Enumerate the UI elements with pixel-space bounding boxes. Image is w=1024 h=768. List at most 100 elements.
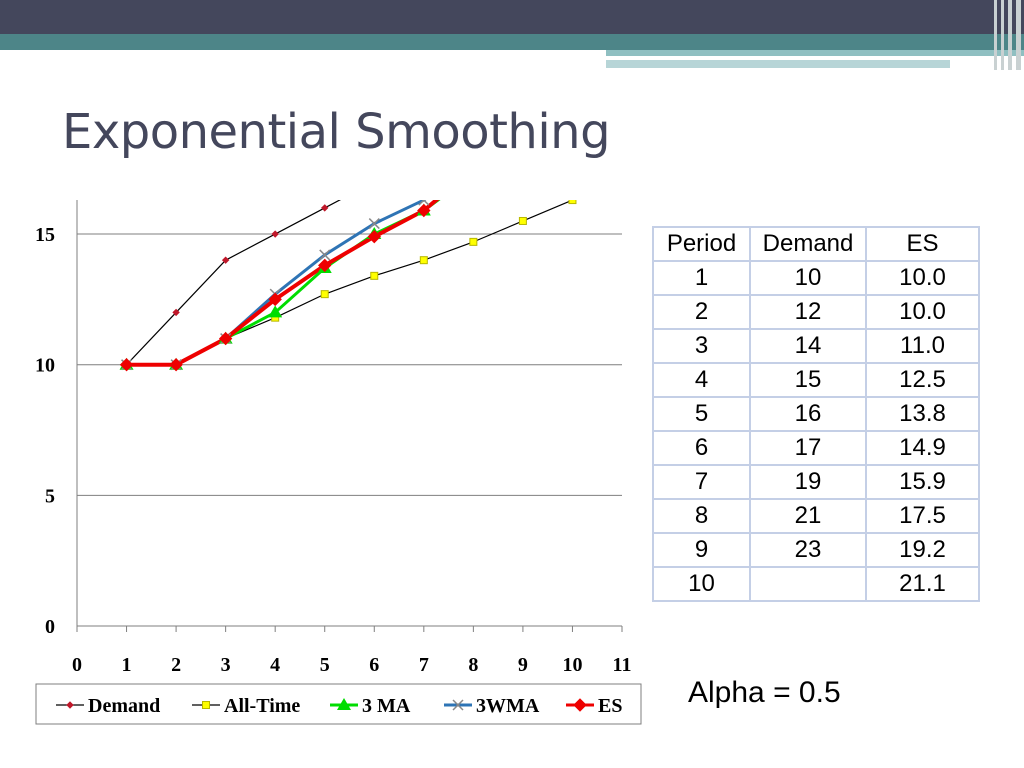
table-row: 7 19 15.9 [652,464,980,500]
cell-period: 7 [652,464,751,500]
data-point-es [367,229,381,244]
table-row: 10 21.1 [652,566,980,602]
cell-es: 13.8 [865,396,980,432]
x-tick-label: 3 [221,654,231,676]
cell-period: 6 [652,430,751,466]
cell-period: 2 [652,294,751,330]
data-point-es [218,331,233,346]
cell-demand [749,566,867,602]
table-row: 9 23 19.2 [652,532,980,568]
es-table: Period Demand ES 1 10 10.0 2 12 10.0 3 14 11.0 4 1… [652,226,980,602]
header-band-teal [0,34,1024,50]
data-point-demand [271,230,279,238]
data-point-all-time [568,200,577,205]
cell-demand: 23 [749,532,867,568]
series-line-3-ma [126,200,441,367]
cell-demand: 10 [749,260,867,296]
table-row: 6 17 14.9 [652,430,980,466]
cell-period: 8 [652,498,751,534]
table-row: 4 15 12.5 [652,362,980,398]
cell-es: 11.0 [865,328,980,364]
series-line-es [126,200,440,367]
x-tick-label: 7 [419,654,429,676]
cell-demand: 17 [749,430,867,466]
cell-es: 10.0 [865,294,980,330]
cell-period: 1 [652,260,751,296]
data-point-demand [221,256,230,264]
series-line-3wma [126,200,427,367]
table-row: 1 10 10.0 [652,260,980,296]
table-header-row: Period Demand ES [652,226,980,262]
cell-period: 5 [652,396,751,432]
data-point-3wma [418,200,430,206]
cell-demand: 16 [749,396,867,432]
x-tick-label: 9 [518,654,528,676]
table-row: 8 21 17.5 [652,498,980,534]
data-point-all-time [370,271,379,280]
data-point-3wma [368,218,380,230]
header-accent-strip-light [606,60,950,68]
data-point-demand [172,308,180,317]
x-tick-label: 4 [270,654,280,676]
x-tick-label: 11 [613,654,632,676]
legend-label-demand: Demand [88,695,160,717]
data-point-all-time [320,290,329,299]
cell-demand: 12 [749,294,867,330]
legend-label-3wma: 3WMA [476,695,540,717]
cell-es: 19.2 [865,532,980,568]
data-point-es [417,203,431,218]
x-tick-label: 5 [320,654,330,676]
cell-period: 4 [652,362,751,398]
column-header-demand: Demand [749,226,867,262]
data-point-es [169,357,183,372]
cell-es: 21.1 [865,566,980,602]
series-line-demand [126,200,342,366]
legend-marker-all-time [202,701,210,709]
x-tick-label: 6 [369,654,379,676]
cell-period: 3 [652,328,751,364]
cell-es: 10.0 [865,260,980,296]
data-point-demand [321,204,329,212]
data-point-es [268,292,282,307]
cell-demand: 19 [749,464,867,500]
y-tick-label: 0 [45,616,55,638]
cell-demand: 21 [749,498,867,534]
cell-es: 14.9 [865,430,980,466]
data-point-3wma [319,249,331,261]
alpha-label: Alpha = 0.5 [688,676,841,709]
x-tick-label: 0 [72,654,82,676]
data-point-all-time [518,216,527,225]
x-tick-label: 2 [171,654,181,676]
data-point-all-time [469,237,478,246]
legend-label-es: ES [598,695,622,717]
table-row: 3 14 11.0 [652,328,980,364]
legend-marker-3wma [452,699,464,711]
y-tick-label: 15 [35,224,55,246]
cell-es: 12.5 [865,362,980,398]
legend-label-all-time: All-Time [224,695,300,717]
header-band-dark [0,0,1024,34]
legend-label-3-ma: 3 MA [362,695,411,717]
table-row: 5 16 13.8 [652,396,980,432]
data-point-es [119,357,134,372]
cell-demand: 14 [749,328,867,364]
cell-es: 15.9 [865,464,980,500]
slide-title: Exponential Smoothing [62,104,611,160]
cell-period: 10 [652,566,751,602]
data-point-3-ma [268,305,283,318]
y-tick-label: 5 [45,485,55,507]
column-header-period: Period [652,226,751,262]
x-tick-label: 1 [122,654,132,676]
cell-demand: 15 [749,362,867,398]
column-header-es: ES [865,226,980,262]
table-row: 2 12 10.0 [652,294,980,330]
cell-period: 9 [652,532,751,568]
legend-marker-demand [66,701,74,709]
data-point-all-time [419,256,428,265]
header-accent-gap [826,56,946,60]
header-accent-strip [606,50,1024,56]
x-tick-label: 8 [468,654,478,676]
header-corner-bars [990,0,1024,70]
cell-es: 17.5 [865,498,980,534]
